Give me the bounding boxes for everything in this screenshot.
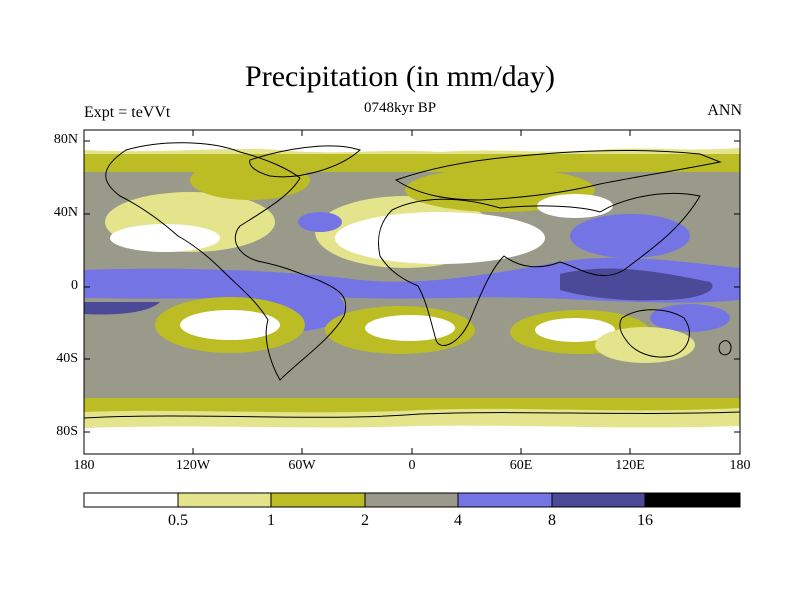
lon-tick-label: 120E — [615, 458, 645, 473]
field-band — [84, 130, 740, 153]
coastlines — [84, 142, 740, 419]
field-region — [298, 212, 342, 232]
colorbar-swatch — [364, 492, 459, 508]
colorbar-label: 4 — [454, 512, 462, 529]
field-region — [650, 304, 730, 332]
field-region — [560, 268, 713, 301]
lat-tick-label: 80S — [56, 424, 78, 439]
season-label: ANN — [707, 102, 742, 119]
colorbar-swatch — [644, 492, 741, 508]
colorbar-label: 1 — [267, 512, 275, 529]
colorbar — [83, 492, 741, 508]
field-region — [180, 310, 280, 340]
lat-tick-label: 40S — [56, 351, 78, 366]
field-region — [537, 194, 613, 218]
lon-tick-label: 60E — [509, 458, 533, 473]
colorbar-label: 8 — [548, 512, 556, 529]
colorbar-label: 0.5 — [168, 512, 188, 529]
lon-ticks — [192, 130, 631, 454]
lat-ticks — [84, 140, 740, 433]
field-region — [190, 160, 310, 200]
field-region — [595, 327, 695, 363]
lon-tick-label: 0 — [408, 458, 416, 473]
lon-tick-label: 180 — [729, 458, 751, 473]
field-region — [335, 212, 545, 264]
colorbar-label: 16 — [637, 512, 653, 529]
colorbar-swatch — [177, 492, 272, 508]
lat-tick-label: 40N — [53, 205, 78, 220]
colorbar-swatch — [457, 492, 553, 508]
lat-tick-label: 80N — [53, 132, 78, 147]
lon-tick-label: 120W — [175, 458, 211, 473]
lon-tick-label: 60W — [288, 458, 316, 473]
period-label: 0748kyr BP — [363, 100, 437, 116]
lat-tick-label: 0 — [71, 278, 78, 293]
field-region — [84, 302, 160, 315]
map-field — [84, 130, 740, 454]
colorbar-label: 2 — [361, 512, 369, 529]
colorbar-swatch — [551, 492, 646, 508]
colorbar-swatch — [83, 492, 179, 508]
field-region — [570, 214, 690, 258]
colorbar-swatch — [270, 492, 366, 508]
field-region — [365, 315, 455, 341]
experiment-label: Expt = teVVt — [84, 104, 171, 121]
lon-tick-label: 180 — [73, 458, 95, 473]
map-title: Precipitation (in mm/day) — [245, 60, 555, 93]
field-band — [84, 425, 740, 454]
field-region — [535, 318, 615, 342]
field-region — [110, 224, 220, 252]
